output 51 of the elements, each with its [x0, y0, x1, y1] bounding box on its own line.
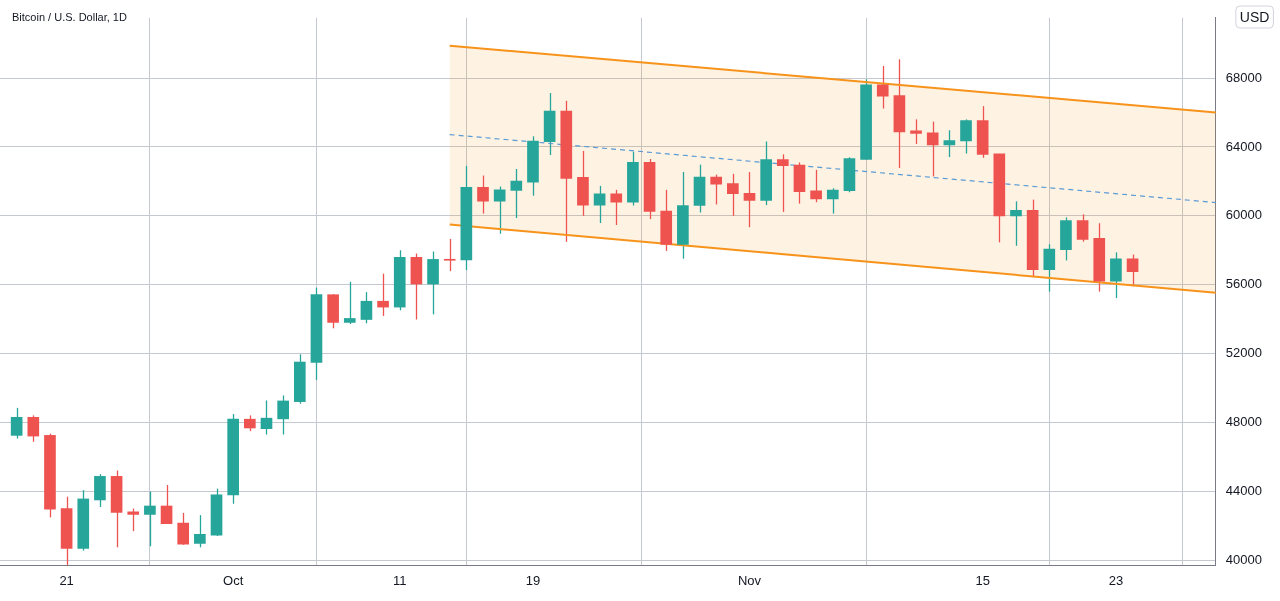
candlestick [510, 168, 523, 219]
candlestick [910, 118, 922, 145]
candlestick [144, 490, 156, 547]
candlestick [610, 189, 623, 226]
candlestick [160, 484, 173, 525]
candlestick [377, 273, 389, 317]
y-tick-label: 56000 [1225, 276, 1263, 292]
x-tick-label: 19 [525, 572, 541, 588]
candlestick [743, 171, 756, 228]
candlestick [1043, 243, 1056, 293]
candlestick [127, 507, 140, 532]
candlestick [443, 238, 456, 272]
y-tick-label: 40000 [1225, 551, 1263, 567]
candlestick [826, 187, 839, 215]
candlestick [343, 281, 356, 325]
candlestick [10, 407, 23, 440]
x-tick-label: Nov [737, 572, 762, 588]
candlestick [1010, 200, 1022, 247]
candlestick [810, 169, 822, 203]
candlestick [277, 394, 289, 436]
candlestick [360, 291, 373, 324]
y-tick-label: 60000 [1225, 207, 1263, 223]
candlestick [593, 185, 606, 224]
candlestick [1110, 251, 1122, 299]
y-tick-label: 48000 [1225, 414, 1263, 430]
candlestick [1076, 213, 1089, 243]
x-tick-label: 21 [59, 572, 74, 588]
y-tick-label: 52000 [1225, 345, 1263, 361]
x-tick-label: 23 [1108, 572, 1124, 588]
y-tick-label: 44000 [1225, 482, 1263, 498]
candlestick [177, 512, 190, 546]
x-tick-label: Oct [223, 572, 244, 588]
candlestick [727, 173, 739, 217]
candlestick [776, 153, 789, 213]
candlestick [710, 174, 723, 206]
candlestick [960, 118, 972, 155]
y-tick-label: 68000 [1225, 69, 1263, 85]
x-tick-label: 15 [975, 572, 990, 588]
chart-title: Bitcoin / U.S. Dollar, 1D [12, 11, 127, 24]
candlestick [27, 414, 40, 443]
candlestick [194, 514, 206, 548]
candlestick [260, 399, 273, 436]
y-tick-label: 64000 [1225, 138, 1263, 154]
candlestick [876, 65, 889, 110]
candlestick [493, 185, 506, 235]
candlestick [943, 129, 956, 158]
y-axis-title: USD [1239, 8, 1270, 25]
candlestick [1126, 253, 1139, 287]
x-tick-label: 11 [392, 572, 407, 588]
candlestick [926, 120, 939, 178]
candlestick [477, 174, 489, 215]
